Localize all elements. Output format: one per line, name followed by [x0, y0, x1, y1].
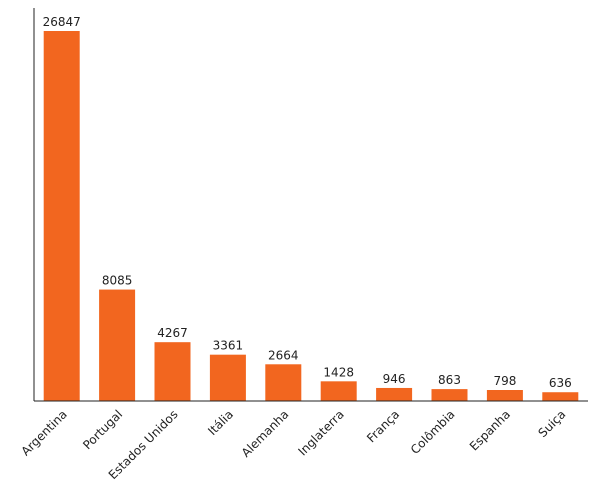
value-label: 3361	[213, 339, 244, 353]
value-label: 798	[493, 374, 516, 388]
x-tick-label: Espanha	[467, 407, 513, 453]
x-tick-label: Portugal	[80, 407, 125, 452]
value-label: 946	[383, 372, 406, 386]
value-label: 26847	[43, 15, 81, 29]
x-tick-label: França	[364, 407, 402, 445]
bar-inglaterra	[320, 381, 357, 401]
x-tick-label: Suiça	[536, 407, 569, 440]
value-label: 8085	[102, 274, 133, 288]
bar-alemanha	[265, 364, 302, 401]
bar-espanha	[486, 390, 523, 401]
x-tick-label: Argentina	[19, 407, 70, 458]
value-label: 2664	[268, 348, 299, 362]
bar-portugal	[99, 289, 136, 401]
value-label: 1428	[323, 365, 354, 379]
bars-group	[43, 31, 579, 401]
bar-suiça	[542, 392, 579, 401]
x-tick-label: Colômbia	[408, 407, 458, 457]
value-labels-group: 26847 8085 4267 3361 2664 1428 946 863 798 636	[43, 15, 572, 390]
x-tick-label: Itália	[205, 407, 236, 438]
bar-itália	[209, 354, 246, 401]
bar-estados-unidos	[154, 342, 191, 401]
bar-frança	[376, 387, 413, 401]
value-label: 636	[549, 376, 572, 390]
bar-argentina	[43, 31, 80, 401]
value-label: 863	[438, 373, 461, 387]
bar-colômbia	[431, 389, 468, 401]
x-tick-label: Inglaterra	[296, 407, 347, 458]
x-tick-label: Alemanha	[239, 407, 292, 460]
value-label: 4267	[157, 326, 188, 340]
